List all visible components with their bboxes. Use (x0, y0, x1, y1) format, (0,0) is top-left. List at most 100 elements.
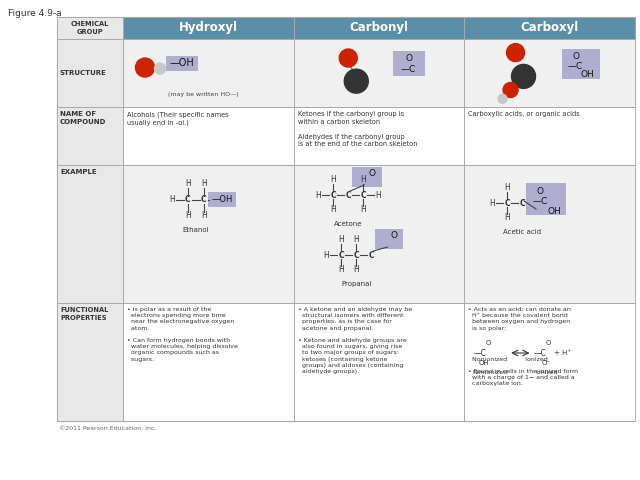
Text: O: O (391, 231, 398, 240)
Text: O: O (486, 340, 491, 346)
Text: • Is polar as a result of the
  electrons spending more time
  near the electron: • Is polar as a result of the electrons … (127, 307, 238, 361)
Bar (57, 17, 123, 39)
Text: ©2011 Pearson Education, Inc.: ©2011 Pearson Education, Inc. (59, 426, 157, 431)
Text: Ketones if the carbonyl group is
within a carbon skeleton

Aldehydes if the carb: Ketones if the carbonyl group is within … (298, 111, 417, 147)
Text: Acetone: Acetone (334, 221, 362, 227)
Text: FUNCTIONAL
PROPERTIES: FUNCTIONAL PROPERTIES (60, 307, 108, 321)
Text: C: C (201, 195, 207, 204)
Bar (123, 165, 294, 303)
Text: —C: —C (474, 348, 487, 358)
Circle shape (339, 49, 357, 67)
Text: Alcohols (Their specific names
usually end in -ol.): Alcohols (Their specific names usually e… (127, 111, 228, 125)
Bar (166, 56, 198, 71)
Text: O: O (536, 187, 543, 195)
Text: C: C (330, 191, 336, 200)
Text: Carbonyl: Carbonyl (349, 22, 408, 35)
Text: H: H (330, 176, 336, 184)
Text: —C: —C (401, 65, 416, 74)
Bar (393, 51, 425, 76)
Text: C: C (519, 199, 525, 207)
Text: Figure 4.9-a: Figure 4.9-a (8, 9, 61, 18)
Text: + H⁺: + H⁺ (554, 350, 571, 356)
Text: O⁻: O⁻ (542, 360, 551, 366)
Bar (465, 107, 635, 165)
Bar (352, 167, 382, 187)
Bar (57, 17, 635, 421)
Bar (465, 303, 635, 421)
Bar (562, 49, 600, 79)
Text: C: C (339, 251, 344, 260)
Text: H: H (169, 195, 175, 204)
Text: H: H (201, 212, 207, 220)
Bar (57, 107, 123, 165)
Text: H: H (185, 180, 191, 189)
Text: H: H (316, 191, 321, 200)
Bar (376, 229, 403, 249)
Bar (294, 303, 465, 421)
Text: O: O (405, 54, 412, 63)
Text: H: H (376, 191, 381, 200)
Text: H: H (185, 212, 191, 220)
Bar (208, 192, 236, 207)
Text: —OH: —OH (211, 195, 232, 204)
Text: Ionized: Ionized (535, 371, 557, 375)
Text: H: H (353, 236, 359, 244)
Bar (57, 165, 123, 303)
Text: H: H (339, 265, 344, 275)
Bar (465, 39, 635, 107)
Bar (526, 183, 566, 215)
Text: O: O (546, 340, 551, 346)
Text: C: C (369, 251, 374, 260)
Text: CHEMICAL
GROUP: CHEMICAL GROUP (71, 22, 109, 35)
Text: Ethanol: Ethanol (182, 227, 209, 233)
Text: H: H (360, 205, 366, 215)
Text: —C: —C (532, 197, 548, 206)
Text: H: H (489, 199, 495, 207)
Bar (465, 165, 635, 303)
Text: Propanal: Propanal (341, 281, 372, 287)
Text: H: H (360, 176, 366, 184)
Text: Hydroxyl: Hydroxyl (179, 22, 238, 35)
Circle shape (511, 64, 536, 88)
Text: H: H (330, 205, 336, 215)
Text: Nonionized: Nonionized (473, 371, 508, 375)
Bar (294, 107, 465, 165)
Circle shape (503, 83, 518, 97)
Circle shape (154, 63, 166, 74)
Circle shape (498, 95, 507, 103)
Bar (123, 17, 294, 39)
Text: (may be written HO—): (may be written HO—) (168, 92, 239, 97)
Text: O: O (369, 169, 376, 179)
Bar (294, 165, 465, 303)
Text: STRUCTURE: STRUCTURE (60, 70, 107, 76)
Text: —C: —C (534, 348, 547, 358)
Text: H: H (339, 236, 344, 244)
Bar (294, 17, 465, 39)
Text: H: H (324, 251, 330, 260)
Bar (57, 39, 123, 107)
Text: • A ketone and an aldehyde may be
  structural isomers with different
  properti: • A ketone and an aldehyde may be struct… (298, 307, 412, 374)
Text: EXAMPLE: EXAMPLE (60, 169, 97, 175)
Text: C: C (354, 251, 359, 260)
Text: Carboxylic acids, or organic acids: Carboxylic acids, or organic acids (468, 111, 580, 117)
Text: OH: OH (547, 206, 561, 216)
Text: OH: OH (479, 360, 490, 366)
Bar (123, 39, 294, 107)
Text: Carboxyl: Carboxyl (520, 22, 579, 35)
Bar (57, 303, 123, 421)
Circle shape (506, 44, 525, 61)
Bar (123, 107, 294, 165)
Text: C: C (360, 191, 366, 200)
Bar (123, 303, 294, 421)
Bar (294, 39, 465, 107)
Text: H: H (353, 265, 359, 275)
Text: OH: OH (580, 70, 595, 79)
Text: —C: —C (568, 62, 583, 71)
Text: —OH: —OH (170, 59, 195, 69)
Text: C: C (346, 191, 351, 200)
Text: NAME OF
COMPOUND: NAME OF COMPOUND (60, 111, 106, 124)
Text: H: H (504, 214, 510, 223)
Circle shape (344, 69, 368, 93)
Text: H: H (504, 183, 510, 192)
Text: C: C (185, 195, 191, 204)
